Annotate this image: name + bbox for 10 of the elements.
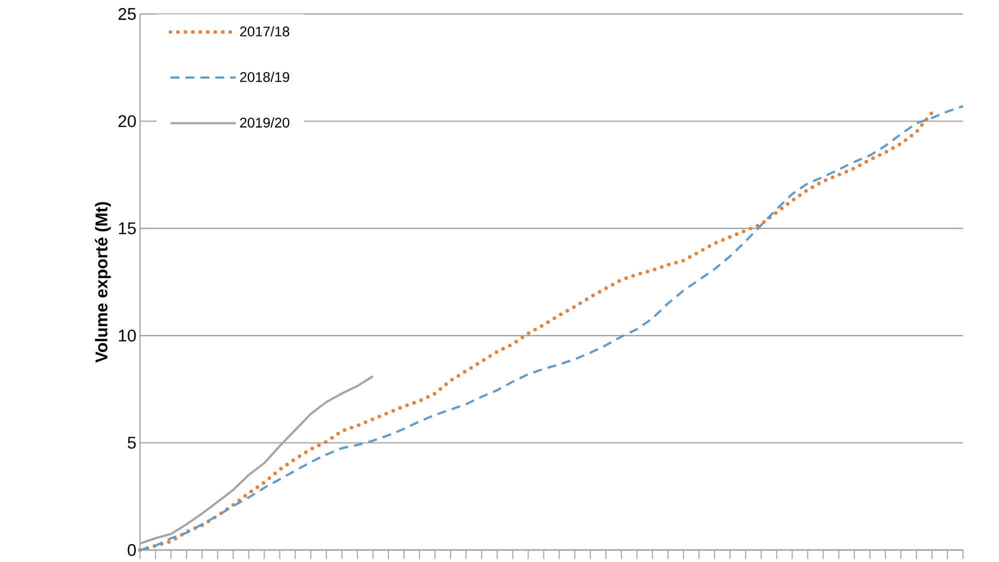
legend-label: 2018/19 <box>240 72 290 82</box>
y-tick-label: 15 <box>118 222 136 234</box>
y-tick-label: 0 <box>128 544 136 556</box>
legend-label: 2017/18 <box>240 26 290 36</box>
y-tick-label: 20 <box>118 115 136 128</box>
y-tick-label: 5 <box>128 436 136 449</box>
y-axis-title: Volume exporté (Mt) <box>94 202 111 363</box>
y-tick-label: 10 <box>118 330 136 342</box>
legend-label: 2019/20 <box>240 117 290 128</box>
y-tick-label: 25 <box>118 8 136 20</box>
